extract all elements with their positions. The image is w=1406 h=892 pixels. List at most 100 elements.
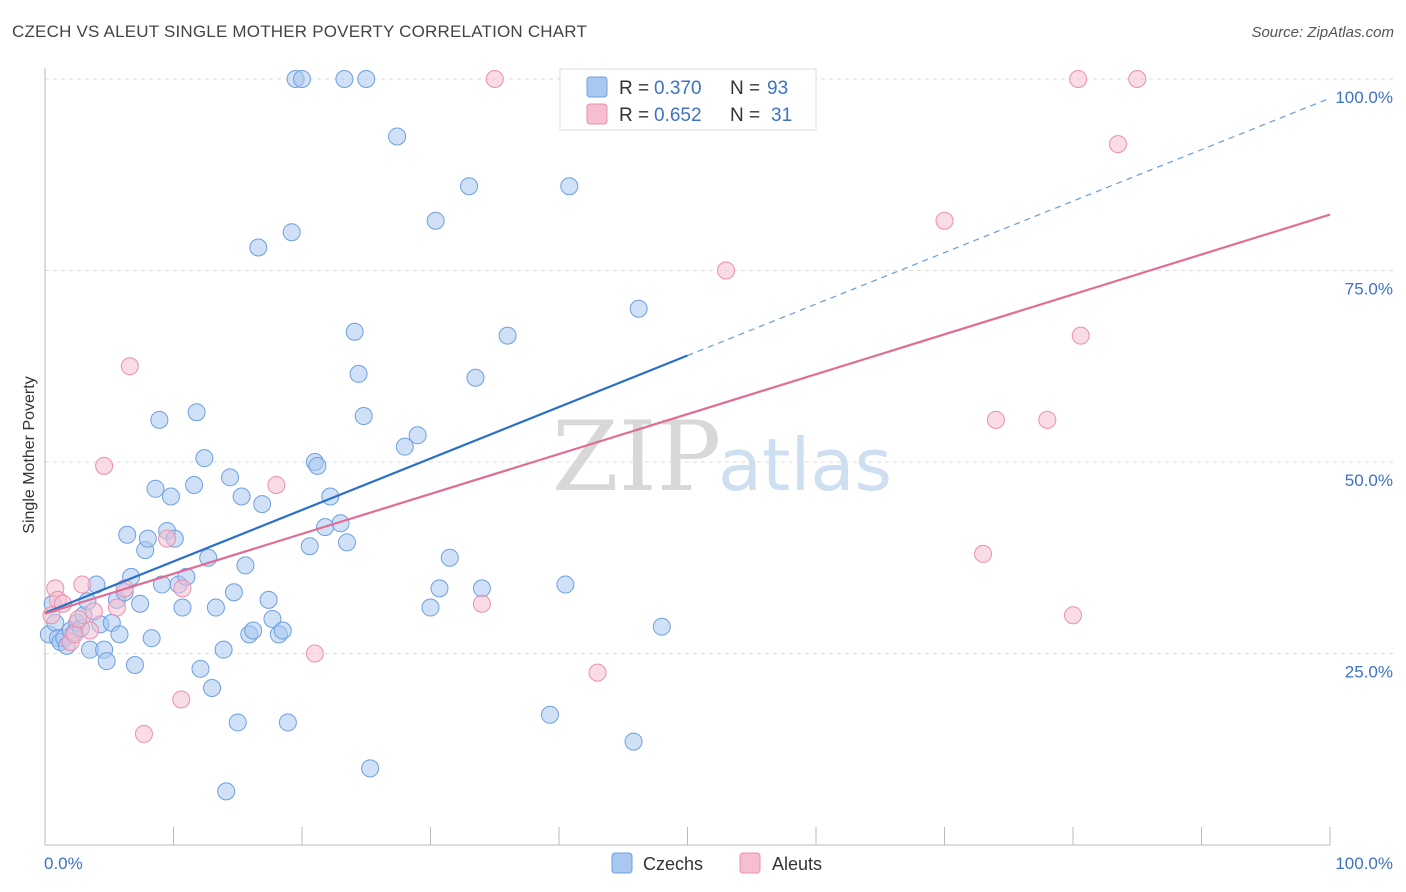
y-tick-labels: 25.0% 50.0% 75.0% 100.0% <box>1335 88 1393 682</box>
czech-point-90 <box>560 177 579 196</box>
aleut-point-5 <box>65 625 84 644</box>
legend-n-label-aleuts: N = <box>730 105 760 126</box>
aleut-point-31 <box>1071 326 1090 345</box>
czech-point-27 <box>138 529 157 548</box>
czech-point-73 <box>349 364 368 383</box>
bottom-legend-label-aleuts: Aleuts <box>772 854 822 874</box>
x-tick-label-min: 0.0% <box>44 854 83 873</box>
czech-point-49 <box>228 713 247 732</box>
aleut-point-16 <box>172 690 191 709</box>
czech-point-63 <box>293 70 311 88</box>
legend-swatch-aleuts <box>586 103 608 125</box>
czech-point-17 <box>97 652 116 671</box>
czech-point-59 <box>273 621 292 640</box>
aleut-point-32 <box>1108 135 1127 154</box>
czech-point-30 <box>150 410 169 429</box>
czech-point-41 <box>195 449 214 468</box>
czech-point-72 <box>345 322 364 341</box>
legend-n-value-aleuts: 31 <box>771 105 792 126</box>
czech-point-20 <box>110 625 129 644</box>
czech-point-57 <box>263 610 282 629</box>
legend-r-label-aleuts: R = <box>619 105 649 126</box>
czech-point-75 <box>357 70 376 88</box>
series-aleuts-points <box>42 70 1147 743</box>
czech-point-43 <box>203 678 222 697</box>
czech-point-85 <box>466 368 485 387</box>
czech-point-25 <box>131 594 150 613</box>
czech-point-64 <box>300 537 319 556</box>
x-tick-label-max: 100.0% <box>1335 854 1393 873</box>
czech-point-81 <box>426 211 445 230</box>
aleut-point-11 <box>107 598 126 617</box>
czech-point-53 <box>244 621 263 640</box>
czech-point-82 <box>430 579 449 598</box>
czech-point-46 <box>217 782 236 801</box>
czech-point-88 <box>541 705 560 724</box>
czech-point-28 <box>142 629 161 648</box>
aleut-point-22 <box>588 663 607 682</box>
aleut-point-25 <box>935 211 954 230</box>
czech-point-70 <box>335 70 354 88</box>
y-axis-title: Single Mother Poverty <box>21 376 38 533</box>
aleut-point-20 <box>472 594 491 613</box>
czech-point-78 <box>395 437 414 456</box>
czech-point-80 <box>421 598 440 617</box>
czech-point-66 <box>308 456 327 475</box>
aleut-point-26 <box>974 544 993 563</box>
czech-point-40 <box>191 659 210 678</box>
y-tick-label-2: 75.0% <box>1345 280 1393 299</box>
czech-point-61 <box>282 223 301 242</box>
aleut-point-29 <box>1064 606 1082 625</box>
legend-r-value-aleuts: 0.652 <box>654 105 702 126</box>
aleut-point-28 <box>1038 410 1057 429</box>
x-tick-labels: 0.0% 100.0% <box>44 854 1393 873</box>
source-label: Source: ZipAtlas.com <box>1251 24 1394 41</box>
czech-point-50 <box>232 487 251 506</box>
aleut-point-14 <box>134 724 153 743</box>
czech-point-79 <box>408 426 427 445</box>
czech-point-69 <box>331 514 350 533</box>
aleut-point-15 <box>158 529 177 548</box>
aleut-point-6 <box>69 610 88 629</box>
czech-trend-line <box>44 354 688 614</box>
czech-point-51 <box>236 556 255 575</box>
legend-swatch-czechs <box>586 76 608 98</box>
czech-trend-line-extrapolated <box>687 97 1331 357</box>
czech-point-36 <box>173 598 192 617</box>
chart-title: CZECH VS ALEUT SINGLE MOTHER POVERTY COR… <box>12 22 588 41</box>
czech-point-60 <box>278 713 297 732</box>
czech-point-39 <box>187 403 206 422</box>
czech-point-45 <box>214 640 233 659</box>
y-tick-label-1: 50.0% <box>1345 471 1393 490</box>
bottom-legend-swatch-aleuts <box>739 852 761 874</box>
czech-point-93 <box>652 617 671 636</box>
aleut-point-9 <box>84 602 103 621</box>
legend: R = 0.370 N = 93 R = 0.652 N = 31 <box>559 68 817 131</box>
aleut-point-27 <box>986 410 1005 429</box>
czech-point-29 <box>146 479 165 498</box>
aleut-point-10 <box>95 456 114 475</box>
bottom-legend-label-czechs: Czechs <box>643 854 703 874</box>
czech-point-33 <box>161 487 180 506</box>
czech-point-92 <box>629 299 648 318</box>
watermark: ZIP atlas <box>552 401 892 513</box>
czech-point-87 <box>498 326 517 345</box>
legend-n-label-czechs: N = <box>730 78 760 99</box>
czech-point-77 <box>388 127 407 146</box>
legend-n-value-czechs: 93 <box>767 78 788 99</box>
czech-point-74 <box>354 407 373 426</box>
aleut-point-24 <box>717 261 736 280</box>
y-tick-label-3: 100.0% <box>1335 88 1393 107</box>
watermark-atlas: atlas <box>718 423 892 507</box>
aleut-point-8 <box>80 621 99 640</box>
czech-point-71 <box>337 533 356 552</box>
czech-point-55 <box>253 495 272 514</box>
czech-point-48 <box>224 583 243 602</box>
aleut-point-21 <box>485 70 504 88</box>
czech-point-76 <box>361 759 380 778</box>
czech-point-44 <box>206 598 225 617</box>
czech-point-56 <box>259 590 278 609</box>
legend-r-value-czechs: 0.370 <box>654 78 702 99</box>
trend-lines <box>44 97 1331 615</box>
